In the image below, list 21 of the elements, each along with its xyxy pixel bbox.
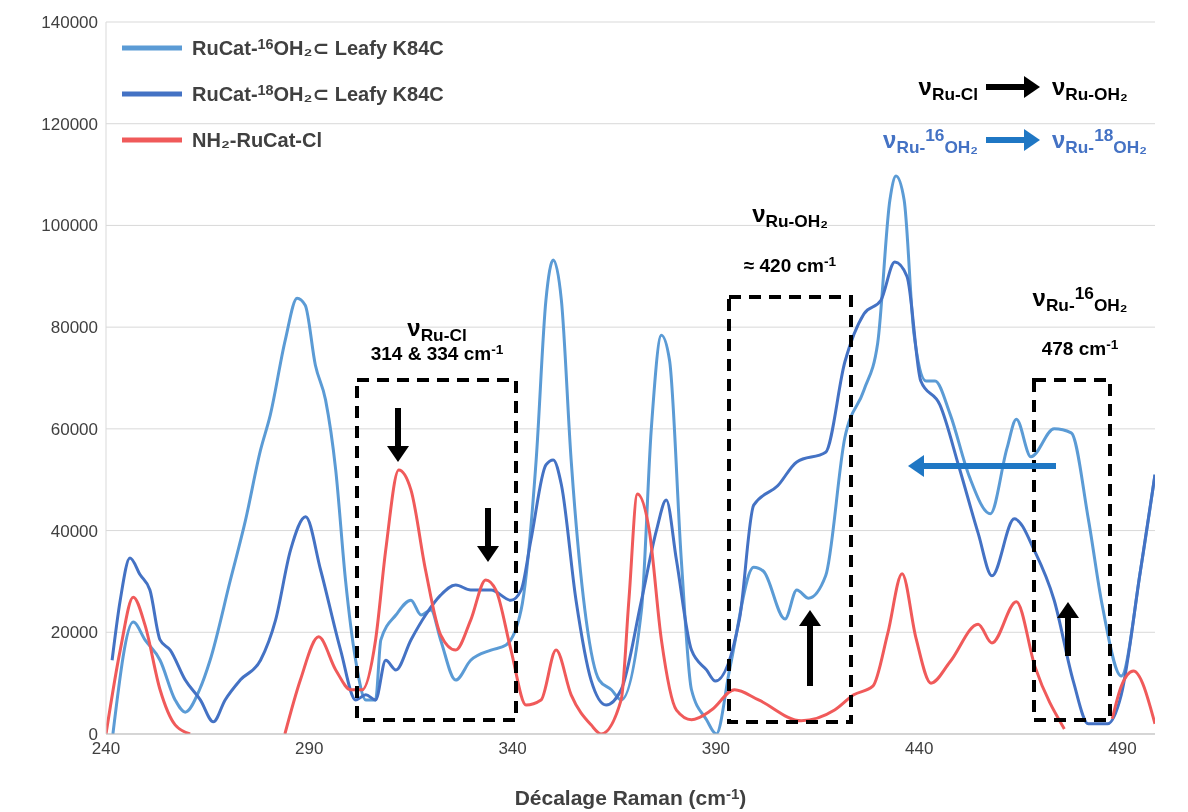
x-tick-label: 440 [904, 739, 934, 759]
legend-label: NH₂-RuCat-Cl [192, 129, 322, 151]
annotation: ν$_{Ru-OH₂}$ [752, 200, 828, 232]
x-tick-label: 390 [701, 739, 731, 759]
y-tick-label: 100000 [41, 216, 98, 236]
legend-label: RuCat-$^{18}$OH₂⊂ Leafy K84C [192, 82, 444, 105]
x-tick-label: 490 [1108, 739, 1137, 759]
y-tick-label: 140000 [41, 13, 98, 33]
y-tick-label: 80000 [50, 318, 98, 338]
y-tick-label: 120000 [41, 114, 98, 134]
y-tick-label: 60000 [50, 419, 98, 439]
annotation: ≈ 420 cm$^{-1}$ [743, 254, 837, 276]
x-tick-label: 290 [295, 739, 324, 759]
x-tick-label: 340 [498, 739, 527, 759]
y-tick-label: 20000 [50, 623, 98, 643]
x-axis-title: Décalage Raman (cm$^{-1}$) [514, 785, 747, 809]
annotation: 478 cm$^{-1}$ [1041, 337, 1119, 359]
y-tick-label: 40000 [50, 521, 98, 541]
annotation: ν$_{Ru-OH₂}$ [1052, 73, 1128, 105]
legend-label: RuCat-$^{16}$OH₂⊂ Leafy K84C [192, 36, 444, 59]
annotation: ν$_{Ru-Cl}$ [918, 73, 978, 105]
